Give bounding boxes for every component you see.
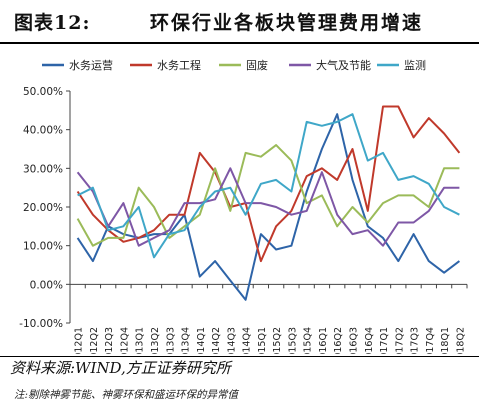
x-tick-label: 2012Q1 [74,327,85,354]
x-tick-label: 2015Q4 [303,327,314,354]
y-tick-label: -10.00% [19,318,63,330]
series-line [76,113,461,301]
x-tick-label: 2017Q1 [379,327,390,354]
source-divider [0,356,479,357]
x-tick-label: 2012Q2 [89,327,100,354]
y-tick-label: 40.00% [23,125,63,137]
note-text: 注:剔除神雾节能、神雾环保和盛运环保的异常值 [14,389,239,401]
chart-title: 环保行业各板块管理费用增速 [150,12,424,34]
x-tick-label: 2016Q3 [348,327,359,354]
source-text: 资料来源:WIND,方正证券研究所 [10,359,231,377]
x-tick-label: 2015Q1 [257,327,268,354]
x-tick-label: 2017Q3 [410,327,421,354]
series-line [76,105,461,263]
legend-label: 水务运营 [69,58,113,72]
y-tick-label: 50.00% [23,86,63,98]
y-tick-label: 0.00% [30,279,63,291]
legend-label: 监测 [404,59,426,72]
y-tick-label: 10.00% [23,241,63,253]
x-tick-label: 2013Q1 [135,327,146,354]
x-tick-label: 2018Q1 [440,327,451,354]
x-tick-label: 2014Q2 [211,327,222,354]
figure-label: 图表12: [14,12,91,34]
x-tick-label: 2015Q3 [287,327,298,354]
x-tick-label: 2016Q4 [364,327,375,354]
x-tick-label: 2018Q2 [455,327,466,354]
legend-label: 大气及节能 [316,58,371,72]
series-line [77,113,460,259]
x-tick-label: 2014Q3 [226,327,237,354]
legend-label: 固废 [246,58,268,72]
line-chart: 水务运营 水务工程 固废 大气及节能 监测 -10.00% 0.00% 10.00% 20.00… [19,58,468,354]
figure-header: 图表12: 环保行业各板块管理费用增速 [0,0,479,40]
x-tick-label: 2014Q4 [242,327,253,354]
series-line [76,167,460,247]
series-line [76,144,460,247]
x-tick-label: 2015Q2 [272,327,283,354]
y-tick-label: 30.00% [23,163,63,175]
x-tick-label: 2013Q4 [181,327,192,354]
x-tick-label: 2017Q2 [394,327,405,354]
legend-label: 水务工程 [157,59,201,72]
x-tick-label: 2014Q1 [196,327,207,354]
x-tick-label: 2013Q3 [165,327,176,354]
x-tick-label: 2016Q2 [333,327,344,354]
x-tick-label: 2013Q2 [150,327,161,354]
x-tick-label: 2012Q3 [104,327,115,354]
x-tick-label: 2016Q1 [318,327,329,354]
x-tick-label: 2017Q4 [425,327,436,354]
y-tick-label: 20.00% [23,202,63,214]
title-divider [0,42,479,44]
x-tick-label: 2012Q4 [119,327,130,354]
